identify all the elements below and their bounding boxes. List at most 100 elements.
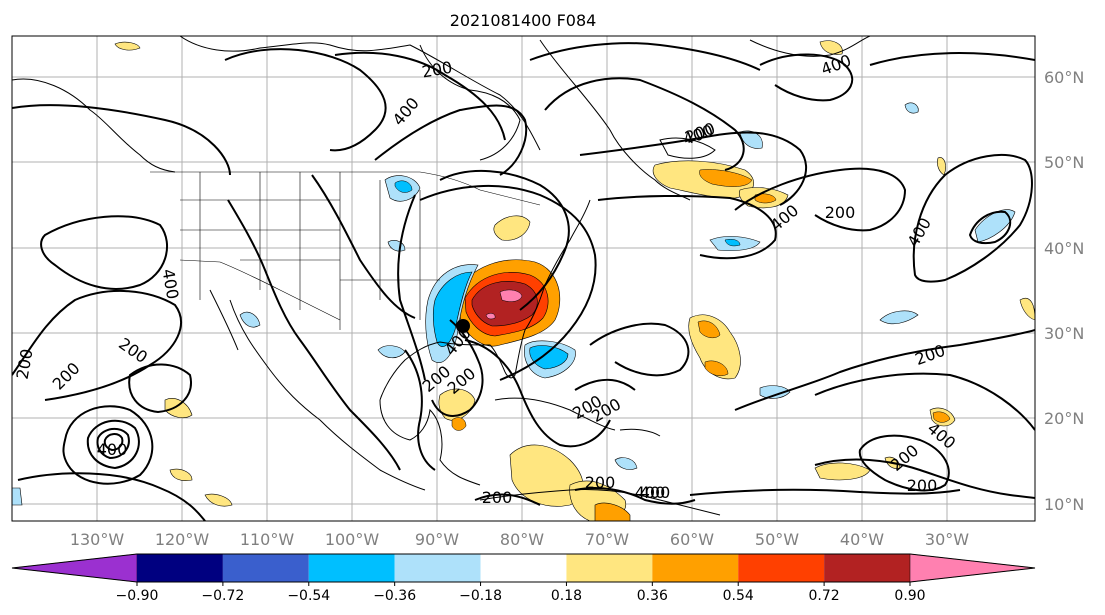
field-orange-midatl [932,411,951,423]
contour-line [374,104,528,176]
coast-hudson [419,44,521,161]
coast-canada-north [179,36,541,151]
contour-label: 200 [913,341,948,369]
storm-center-marker [456,319,470,333]
longitude-label: 80°W [500,530,544,549]
contour-line [759,53,854,102]
contour-line [858,434,950,492]
contour-line [419,184,597,381]
colorbar-bin [824,554,910,582]
contour-label: 400 [635,483,666,502]
colorbar-tick-label: 0.72 [809,588,840,604]
coast-gulf [379,341,506,401]
contour-line [912,154,1033,283]
contour-line [689,488,961,496]
contour-label: 400 [389,94,423,130]
contour-line [597,194,777,260]
contour-line [17,472,206,521]
colorbar-tick-label: −0.54 [287,588,330,604]
border-states-1 [180,172,440,330]
field-blue-texas [239,311,261,328]
field-pink-se-us [499,289,523,302]
contour-line [96,427,130,460]
map-title: 2021081400 F084 [450,11,597,30]
colorbar-bin [394,554,481,582]
contour-line [529,42,761,71]
contour-label: 200 [482,488,513,507]
contour-label: 400 [640,483,671,502]
field-orange-atl-mid [697,320,721,339]
latitude-label: 60°N [1044,68,1084,87]
coastlines [12,36,871,516]
colorbar-tick-label: 0.54 [723,588,754,604]
field-yellow-top-1 [114,41,141,51]
contour-line [544,77,745,171]
contour-line [814,458,1035,499]
field-cyan-north-1 [394,180,413,193]
longitude-label: 60°W [670,530,714,549]
latitude-label: 20°N [1044,409,1084,428]
contour-line [574,378,636,391]
colorbar-tick-label: −0.36 [373,588,416,604]
contour-line [869,52,1035,66]
contour-line [227,199,401,471]
coast-mexico-west [229,299,426,491]
coast-newfoundland [659,137,716,159]
field-blue-atl-2 [879,310,919,325]
contour-line [734,329,1035,411]
contour-line [464,339,611,448]
longitude-labels: 130°W 120°W 110°W 100°W 90°W 80°W 70°W 60°W 50°W… [70,530,969,549]
field-cyan-atl-1 [724,238,741,247]
latitude-labels: 60°N 50°N 40°N 30°N 20°N 10°N [1044,68,1084,514]
contour-label: 400 [681,121,716,149]
contour-label: 400 [924,419,960,453]
field-blue-plains [387,240,406,252]
contour-label: 200 [825,203,856,222]
map-area [12,36,1035,521]
colorbar-extend-min [11,553,138,583]
field-orange-gulf [451,417,467,431]
field-cyan-gulf-west [432,271,473,347]
colorbar-tick-label: 0.18 [551,588,582,604]
coast-greenland [749,36,871,57]
field-yellow-pacific-3 [204,493,233,507]
map-frame [11,35,1036,522]
field-blue-atl-4 [759,385,791,399]
contour-line [579,131,807,206]
colorbar-bin [738,554,825,582]
contour-label: 400 [97,440,128,459]
contour-line [12,104,231,176]
field-blue-pacific-left [12,487,23,506]
contour-line [404,349,436,471]
field-pink-se-us-2 [485,313,496,320]
colorbar-bin [480,554,567,582]
border-us-mexico [179,259,341,321]
latitude-label: 50°N [1044,153,1084,172]
contour-line [814,372,1035,431]
longitude-label: 100°W [325,530,380,549]
colorbar-bin [137,554,223,582]
coast-alaska [12,78,176,173]
colorbar-tick-label: 0.36 [637,588,668,604]
field-orange-atl-mid-2 [704,360,729,376]
coast-south-america [479,489,721,516]
contour-line [397,194,426,381]
latitude-label: 10°N [1044,495,1084,514]
contour-line [40,215,169,290]
field-yellow-top-2 [819,40,843,55]
contour-label: 200 [49,359,84,394]
shaded-fields [12,40,1035,521]
contour-label: 400 [903,214,935,250]
longitude-label: 110°W [240,530,295,549]
field-yellow-top-3 [937,157,946,176]
colorbar-tick-label: −0.90 [116,588,159,604]
longitude-label: 30°W [925,530,969,549]
political-borders [150,171,541,330]
latitude-label: 30°N [1044,324,1084,343]
latitude-label: 40°N [1044,239,1084,258]
field-orange-sa [594,502,631,521]
contour-label: 200 [115,334,151,367]
longitude-label: 90°W [415,530,459,549]
contours [12,42,1035,521]
